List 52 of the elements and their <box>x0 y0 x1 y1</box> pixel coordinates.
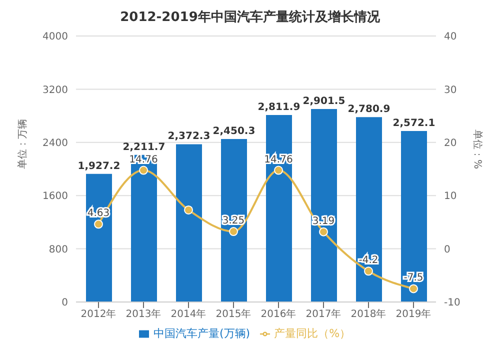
x-tick-label: 2014年 <box>170 308 206 320</box>
data-label: 1,927.2 <box>78 160 120 172</box>
y-tick-label: 3200 <box>42 84 68 96</box>
y-tick-label: 4000 <box>42 32 68 43</box>
y-tick-label: 0 <box>62 298 68 309</box>
bar <box>176 144 202 302</box>
x-tick-label: 2018年 <box>350 308 386 320</box>
data-label: -4.2 <box>358 255 378 266</box>
bar <box>356 117 382 302</box>
x-tick-label: 2013年 <box>126 308 162 320</box>
point <box>139 166 148 175</box>
bar <box>221 139 247 302</box>
data-label: 3.25 <box>222 216 245 227</box>
x-tick-label: 2016年 <box>260 308 296 320</box>
data-label: 2,211.7 <box>122 142 166 153</box>
data-label: -7.5 <box>404 272 424 284</box>
y2-tick-label: 30 <box>444 84 457 96</box>
y-tick-label: 1600 <box>42 191 68 202</box>
point <box>364 266 373 276</box>
bar <box>86 174 112 302</box>
y-tick-label: 2400 <box>42 138 68 149</box>
y-axis-title: 单位：万辆 <box>16 119 29 169</box>
bar <box>131 154 157 302</box>
data-label: 2,780.9 <box>348 104 390 116</box>
point <box>94 220 103 229</box>
legend-label: 产量同比（%） <box>274 327 351 340</box>
y2-tick-label: -10 <box>444 298 460 309</box>
point <box>184 205 193 214</box>
y-tick-label: 800 <box>48 244 68 256</box>
x-tick-label: 2015年 <box>216 308 252 320</box>
x-tick-label: 2012年 <box>80 308 116 320</box>
legend-label: 中国汽车产量(万辆) <box>153 327 250 340</box>
bar <box>266 115 292 302</box>
point <box>229 227 238 236</box>
data-label: 2,572.1 <box>392 118 436 129</box>
bar <box>311 109 337 302</box>
x-tick-label: 2019年 <box>396 308 432 320</box>
chart-title: 2012-2019年中国汽车产量统计及增长情况 <box>119 8 381 26</box>
y2-tick-label: 20 <box>444 138 457 149</box>
y2-axis-title: 单位：% <box>471 129 484 169</box>
bar <box>401 130 427 302</box>
data-label: 2,372.3 <box>168 131 210 142</box>
y2-tick-label: 10 <box>444 191 457 202</box>
point <box>409 284 418 294</box>
y2-tick-label: 0 <box>444 244 450 256</box>
data-label: 2,811.9 <box>258 102 300 114</box>
y2-tick-label: 40 <box>444 32 457 43</box>
point <box>274 166 283 175</box>
point <box>319 227 328 236</box>
data-label: 2,901.5 <box>302 96 346 108</box>
data-label: 2,450.3 <box>212 126 256 138</box>
x-tick-label: 2017年 <box>306 308 342 320</box>
